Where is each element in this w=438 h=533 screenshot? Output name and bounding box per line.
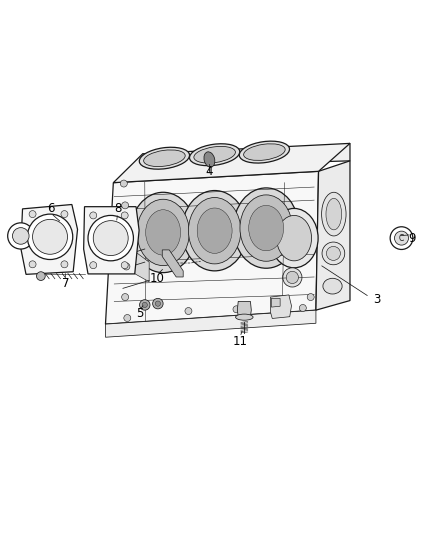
Ellipse shape — [144, 150, 185, 166]
Text: 10: 10 — [149, 272, 164, 285]
Ellipse shape — [190, 144, 240, 166]
Polygon shape — [21, 205, 78, 274]
Circle shape — [326, 246, 340, 261]
Polygon shape — [114, 236, 149, 282]
Ellipse shape — [188, 198, 241, 264]
Circle shape — [29, 261, 36, 268]
Circle shape — [286, 271, 298, 284]
Ellipse shape — [197, 208, 232, 253]
Ellipse shape — [240, 195, 292, 261]
Circle shape — [322, 242, 345, 265]
Ellipse shape — [194, 147, 235, 163]
Polygon shape — [237, 302, 251, 316]
Text: 4: 4 — [206, 165, 213, 178]
Circle shape — [8, 223, 34, 249]
Circle shape — [93, 221, 128, 256]
Polygon shape — [316, 161, 350, 310]
Circle shape — [29, 211, 36, 217]
Ellipse shape — [139, 147, 190, 169]
Circle shape — [185, 308, 192, 314]
Circle shape — [307, 294, 314, 301]
Circle shape — [90, 262, 97, 269]
Circle shape — [395, 231, 409, 245]
Ellipse shape — [239, 141, 290, 163]
Ellipse shape — [204, 152, 215, 167]
Circle shape — [283, 268, 302, 287]
Text: 5: 5 — [136, 306, 143, 320]
Circle shape — [233, 306, 240, 313]
Circle shape — [90, 212, 97, 219]
Ellipse shape — [323, 278, 342, 294]
Circle shape — [390, 227, 413, 249]
Ellipse shape — [182, 190, 247, 271]
Circle shape — [140, 300, 150, 310]
Ellipse shape — [236, 314, 253, 320]
Circle shape — [36, 272, 45, 280]
Polygon shape — [162, 250, 183, 277]
Ellipse shape — [131, 192, 196, 272]
Text: 7: 7 — [62, 277, 69, 289]
Polygon shape — [106, 310, 316, 337]
Circle shape — [152, 298, 163, 309]
Circle shape — [142, 302, 148, 308]
Circle shape — [124, 232, 131, 239]
Ellipse shape — [321, 192, 346, 236]
Circle shape — [124, 314, 131, 321]
Circle shape — [121, 262, 128, 269]
Text: 11: 11 — [233, 335, 247, 348]
Ellipse shape — [233, 188, 299, 268]
Circle shape — [61, 261, 68, 268]
Circle shape — [122, 202, 129, 209]
Circle shape — [123, 263, 130, 270]
Text: 6: 6 — [47, 203, 55, 215]
Circle shape — [32, 220, 67, 254]
Ellipse shape — [277, 215, 311, 261]
Ellipse shape — [249, 205, 284, 251]
Text: 9: 9 — [408, 232, 416, 245]
Circle shape — [88, 215, 134, 261]
Polygon shape — [143, 143, 350, 166]
Circle shape — [120, 180, 127, 187]
Polygon shape — [106, 171, 318, 324]
Circle shape — [122, 294, 129, 301]
Text: C: C — [399, 233, 404, 243]
Polygon shape — [271, 295, 291, 318]
Ellipse shape — [270, 208, 318, 268]
Ellipse shape — [326, 198, 342, 230]
Circle shape — [12, 228, 29, 244]
Polygon shape — [272, 298, 280, 307]
Ellipse shape — [137, 199, 189, 265]
Polygon shape — [113, 143, 350, 183]
Ellipse shape — [244, 144, 285, 160]
Text: 3: 3 — [373, 293, 381, 306]
Circle shape — [155, 301, 160, 306]
Circle shape — [61, 211, 68, 217]
Ellipse shape — [146, 210, 180, 255]
Circle shape — [121, 212, 128, 219]
Circle shape — [27, 214, 73, 260]
Circle shape — [299, 304, 306, 311]
Text: 8: 8 — [114, 203, 121, 215]
Polygon shape — [84, 207, 139, 274]
